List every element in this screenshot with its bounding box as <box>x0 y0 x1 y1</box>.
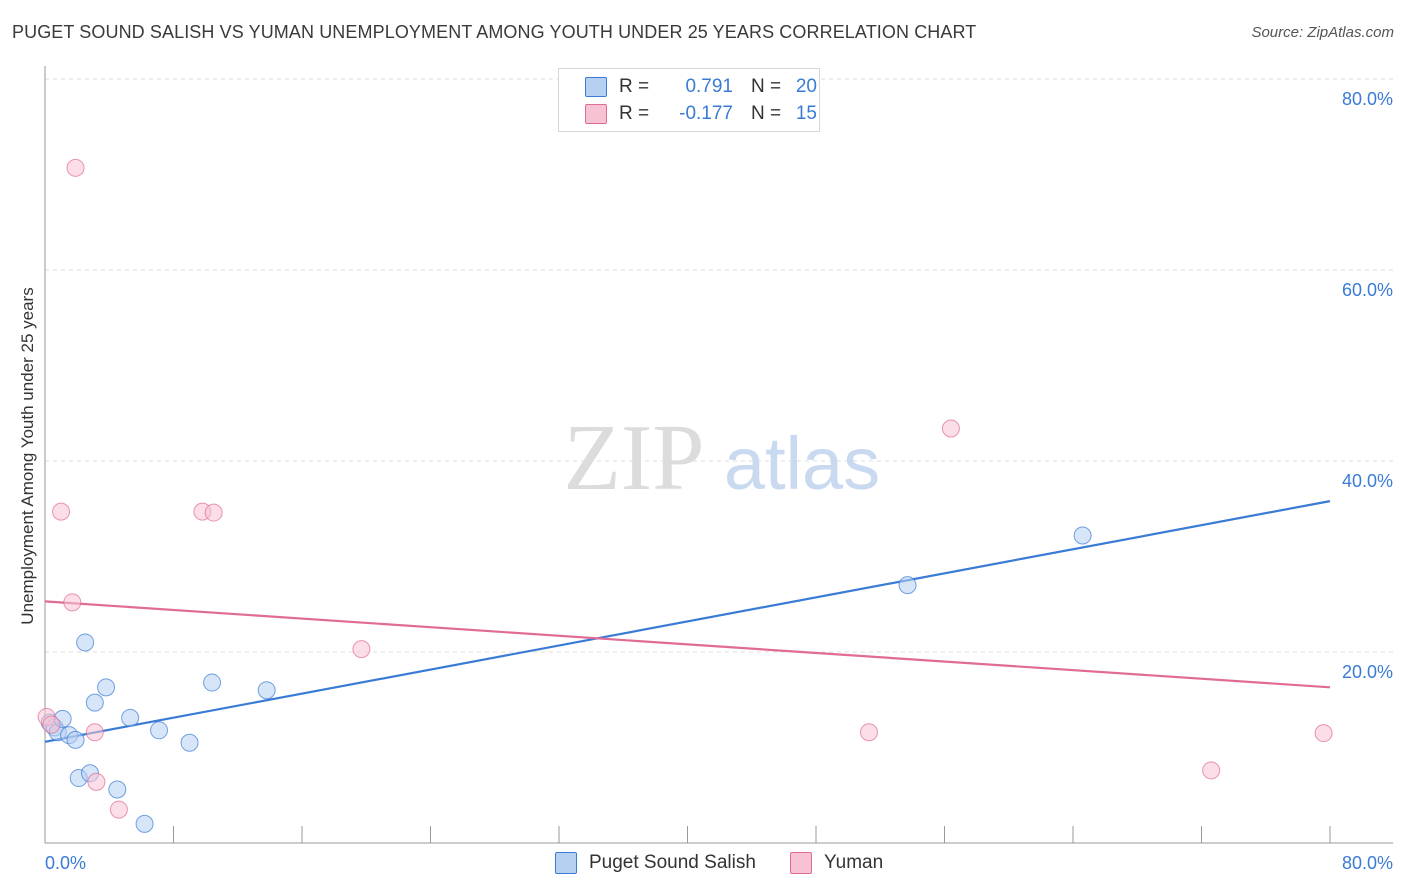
axes <box>44 66 1393 844</box>
series-legend-yuman[interactable]: Yuman <box>790 852 883 874</box>
legend-n-value: 20 <box>795 76 817 97</box>
series-legend: Puget Sound Salish Yuman <box>0 852 1406 878</box>
point-yuman <box>87 772 106 791</box>
series-name-yuman: Yuman <box>824 852 884 873</box>
point-yuman <box>66 158 85 177</box>
legend-n-value: 15 <box>795 103 817 124</box>
series-name-puget: Puget Sound Salish <box>589 852 756 873</box>
source-label: Source: ZipAtlas.com <box>1251 24 1394 41</box>
y-tick-label: 40.0% <box>1342 471 1393 491</box>
series-swatch-puget <box>555 852 577 874</box>
point-yuman <box>352 640 371 659</box>
trend-line-yuman <box>44 600 1331 689</box>
x-tick-label: 80.0% <box>1342 853 1393 873</box>
legend-row-puget: R = 0.791 N = 20 <box>585 74 817 100</box>
legend-n-label: N = <box>751 76 782 97</box>
point-puget <box>1073 526 1092 545</box>
y-tick-label: 20.0% <box>1342 662 1393 682</box>
series-legend-puget[interactable]: Puget Sound Salish <box>555 852 756 874</box>
legend-swatch-puget <box>585 77 607 97</box>
legend-n-label: N = <box>751 103 782 124</box>
point-yuman <box>860 723 879 742</box>
point-yuman <box>204 503 223 522</box>
y-tick-label: 80.0% <box>1342 89 1393 109</box>
data-points <box>37 158 1333 833</box>
point-puget <box>97 678 116 697</box>
trend-lines <box>44 500 1331 743</box>
watermark-atlas: atlas <box>724 422 880 505</box>
legend-r-label: R = <box>619 103 650 124</box>
trend-line-puget <box>44 500 1331 743</box>
legend-r-value: 0.791 <box>685 76 733 97</box>
point-yuman <box>1314 724 1333 743</box>
point-yuman <box>941 419 960 438</box>
watermark-zip: ZIP <box>564 406 705 510</box>
point-puget <box>257 681 276 700</box>
point-yuman <box>1202 761 1221 780</box>
x-tick-label: 0.0% <box>45 853 86 873</box>
point-puget <box>108 780 127 799</box>
legend-r-label: R = <box>619 76 650 97</box>
tick-labels: 20.0% 40.0% 60.0% 80.0% 0.0% 80.0% <box>45 89 1393 873</box>
point-puget <box>180 733 199 752</box>
point-puget <box>898 576 917 595</box>
point-puget <box>150 721 169 740</box>
legend-swatch-yuman <box>585 104 607 124</box>
point-puget <box>135 814 154 833</box>
point-puget <box>66 730 85 749</box>
point-yuman <box>63 593 82 612</box>
correlation-legend: R = 0.791 N = 20 R = -0.177 N = 15 <box>558 68 820 132</box>
point-puget <box>76 633 95 652</box>
point-yuman <box>52 502 71 521</box>
point-yuman <box>42 715 61 734</box>
point-puget <box>121 708 140 727</box>
gridlines <box>45 78 1393 653</box>
point-yuman <box>85 723 104 742</box>
series-swatch-yuman <box>790 852 812 874</box>
point-puget <box>85 693 104 712</box>
watermark: ZIP atlas <box>564 406 881 510</box>
point-yuman <box>109 800 128 819</box>
chart-title: PUGET SOUND SALISH VS YUMAN UNEMPLOYMENT… <box>12 22 977 42</box>
y-tick-label: 60.0% <box>1342 280 1393 300</box>
legend-row-yuman: R = -0.177 N = 15 <box>585 101 817 127</box>
legend-r-value: -0.177 <box>679 103 733 124</box>
point-puget <box>203 673 222 692</box>
